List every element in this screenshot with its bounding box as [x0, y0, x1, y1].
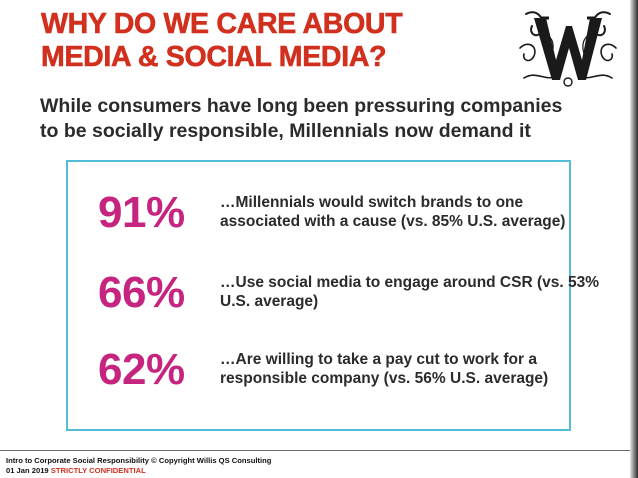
- stat-line: …Use social media to engage around CSR (…: [220, 274, 600, 291]
- stat-line: associated with a cause (vs. 85% U.S. av…: [220, 213, 566, 230]
- right-edge-strip: [630, 0, 638, 478]
- stat-line: …Are willing to take a pay cut to work f…: [220, 351, 537, 368]
- slide-title-line-1: WHY DO WE CARE ABOUT: [41, 8, 403, 41]
- slide-footer: Intro to Corporate Social Responsibility…: [6, 456, 271, 475]
- stat-description: …Are willing to take a pay cut to work f…: [220, 350, 565, 388]
- slide-title-line-2: MEDIA & SOCIAL MEDIA?: [41, 41, 387, 74]
- stat-percent: 91%: [98, 188, 185, 237]
- stat-row: 91% …Millennials would switch brands to …: [98, 188, 568, 248]
- stat-line: U.S. average): [220, 293, 319, 310]
- stat-percent: 66%: [98, 268, 185, 317]
- stat-description: …Millennials would switch brands to one …: [220, 193, 565, 231]
- subtitle-line-1: While consumers have long been pressurin…: [40, 95, 563, 117]
- footer-date-line: 01 Jan 2019 STRICTLY CONFIDENTIAL: [6, 466, 271, 476]
- stat-description: …Use social media to engage around CSR (…: [220, 273, 600, 311]
- slide-subtitle: While consumers have long been pressurin…: [40, 94, 600, 144]
- footer-confidential: STRICTLY CONFIDENTIAL: [50, 465, 146, 475]
- stat-row: 62% …Are willing to take a pay cut to wo…: [98, 345, 568, 405]
- stats-box: 91% …Millennials would switch brands to …: [66, 160, 600, 431]
- subtitle-line-2: to be socially responsible, Millennials …: [40, 120, 531, 142]
- footer-date: 01 Jan 2019: [6, 465, 49, 475]
- footer-copyright: Intro to Corporate Social Responsibility…: [6, 456, 272, 465]
- footer-divider: [0, 450, 630, 451]
- stat-line: …Millennials would switch brands to one: [220, 194, 524, 211]
- ornate-w-monogram-icon: [519, 11, 617, 87]
- stat-percent: 62%: [98, 345, 185, 394]
- stat-row: 66% …Use social media to engage around C…: [98, 268, 600, 328]
- stat-line: responsible company (vs. 56% U.S. averag…: [220, 370, 549, 387]
- slide-title: WHY DO WE CARE ABOUT MEDIA & SOCIAL MEDI…: [41, 8, 403, 74]
